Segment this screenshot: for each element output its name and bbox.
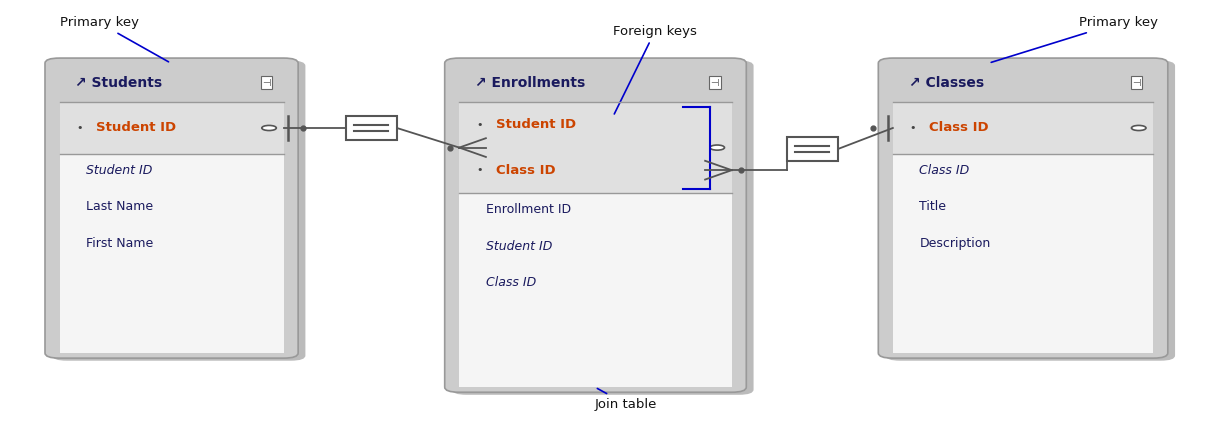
Text: Description: Description <box>919 236 991 250</box>
Text: •: • <box>76 123 83 133</box>
FancyBboxPatch shape <box>444 58 747 392</box>
Circle shape <box>1131 125 1146 130</box>
Text: First Name: First Name <box>86 236 153 250</box>
Text: ⊣: ⊣ <box>1131 78 1141 88</box>
Bar <box>892 103 1153 154</box>
Text: Foreign keys: Foreign keys <box>613 25 697 114</box>
Text: Class ID: Class ID <box>486 276 537 289</box>
Text: Student ID: Student ID <box>96 121 176 134</box>
Bar <box>459 193 732 387</box>
FancyBboxPatch shape <box>52 60 306 361</box>
Text: Student ID: Student ID <box>495 118 575 132</box>
Text: •: • <box>909 123 917 133</box>
Text: ↗ Classes: ↗ Classes <box>908 76 983 90</box>
Bar <box>59 154 284 353</box>
Text: Class ID: Class ID <box>929 121 989 134</box>
Text: Class ID: Class ID <box>919 164 970 177</box>
Bar <box>459 103 732 193</box>
Circle shape <box>262 125 277 130</box>
Bar <box>346 116 397 140</box>
Text: •: • <box>476 165 483 175</box>
Text: Last Name: Last Name <box>86 200 153 213</box>
Text: Class ID: Class ID <box>495 164 555 177</box>
Text: ⊣: ⊣ <box>710 78 719 88</box>
Bar <box>892 154 1153 353</box>
Text: Primary key: Primary key <box>991 16 1158 62</box>
Text: Title: Title <box>919 200 947 213</box>
Text: ↗ Enrollments: ↗ Enrollments <box>475 76 585 90</box>
Bar <box>787 137 838 161</box>
Text: Enrollment ID: Enrollment ID <box>486 203 571 216</box>
Text: Student ID: Student ID <box>486 239 552 253</box>
FancyBboxPatch shape <box>452 60 754 395</box>
FancyBboxPatch shape <box>885 60 1175 361</box>
Text: Student ID: Student ID <box>86 164 153 177</box>
Text: Primary key: Primary key <box>59 16 169 62</box>
Bar <box>59 103 284 154</box>
FancyBboxPatch shape <box>878 58 1168 358</box>
Text: ↗ Students: ↗ Students <box>75 76 163 90</box>
FancyBboxPatch shape <box>45 58 299 358</box>
Circle shape <box>710 145 725 150</box>
Text: ⊣: ⊣ <box>262 78 271 88</box>
Text: •: • <box>476 120 483 130</box>
Text: Join table: Join table <box>595 388 657 411</box>
